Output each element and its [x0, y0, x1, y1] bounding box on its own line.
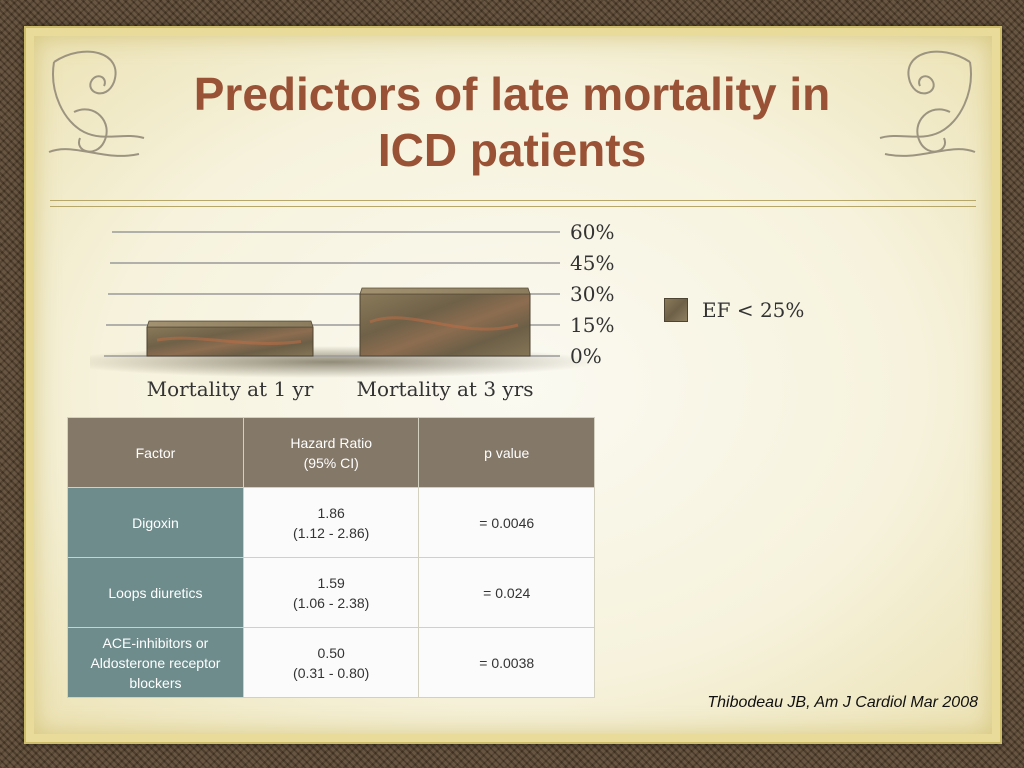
- y-tick-label: 60%: [570, 220, 614, 244]
- slide-title: Predictors of late mortality in ICD pati…: [120, 66, 904, 178]
- hazard-ratio-cell: 0.50 (0.31 - 0.80): [242, 627, 420, 698]
- slide-title-line2: ICD patients: [377, 124, 647, 176]
- factor-cell: ACE-inhibitors or Aldosterone receptor b…: [67, 627, 244, 698]
- factor-cell: Digoxin: [67, 487, 244, 558]
- y-tick-label: 45%: [570, 251, 614, 275]
- title-divider: [50, 206, 976, 207]
- header-factor: Factor: [67, 417, 244, 488]
- hazard-ratio-cell: 1.86 (1.12 - 2.86): [242, 487, 420, 558]
- factor-cell: Loops diuretics: [67, 557, 244, 628]
- table-header-row: Factor Hazard Ratio (95% CI) p value: [67, 417, 595, 488]
- legend-label: EF < 25%: [702, 298, 805, 322]
- header-p-value: p value: [418, 417, 595, 488]
- y-tick-label: 15%: [570, 313, 614, 337]
- flourish-ornament-icon: [879, 50, 976, 157]
- header-hazard-ratio: Hazard Ratio (95% CI): [242, 417, 420, 488]
- table-row: Digoxin 1.86 (1.12 - 2.86) = 0.0046: [67, 487, 595, 558]
- title-divider: [50, 200, 976, 201]
- bar-chart: 0% 15% 30% 45% 60% Mortality at 1 yr Mortalit…: [90, 220, 614, 401]
- p-value-cell: = 0.0038: [418, 627, 595, 698]
- flourish-ornament-icon: [48, 50, 145, 157]
- bar: [359, 287, 531, 357]
- predictors-table: Factor Hazard Ratio (95% CI) p value Dig…: [67, 417, 595, 698]
- p-value-cell: = 0.0046: [418, 487, 595, 558]
- x-category-label: Mortality at 1 yr: [147, 377, 314, 401]
- y-tick-label: 0%: [570, 344, 602, 368]
- table-row: ACE-inhibitors or Aldosterone receptor b…: [67, 627, 595, 698]
- hazard-ratio-cell: 1.59 (1.06 - 2.38): [242, 557, 420, 628]
- chart-legend: EF < 25%: [664, 298, 804, 322]
- citation: Thibodeau JB, Am J Cardiol Mar 2008: [707, 694, 978, 711]
- slide-title-line1: Predictors of late mortality in: [193, 68, 831, 120]
- x-category-label: Mortality at 3 yrs: [356, 377, 533, 401]
- legend-swatch: [664, 298, 688, 322]
- y-tick-label: 30%: [570, 282, 614, 306]
- p-value-cell: = 0.024: [418, 557, 595, 628]
- bar: [146, 320, 314, 357]
- table-row: Loops diuretics 1.59 (1.06 - 2.38) = 0.0…: [67, 557, 595, 628]
